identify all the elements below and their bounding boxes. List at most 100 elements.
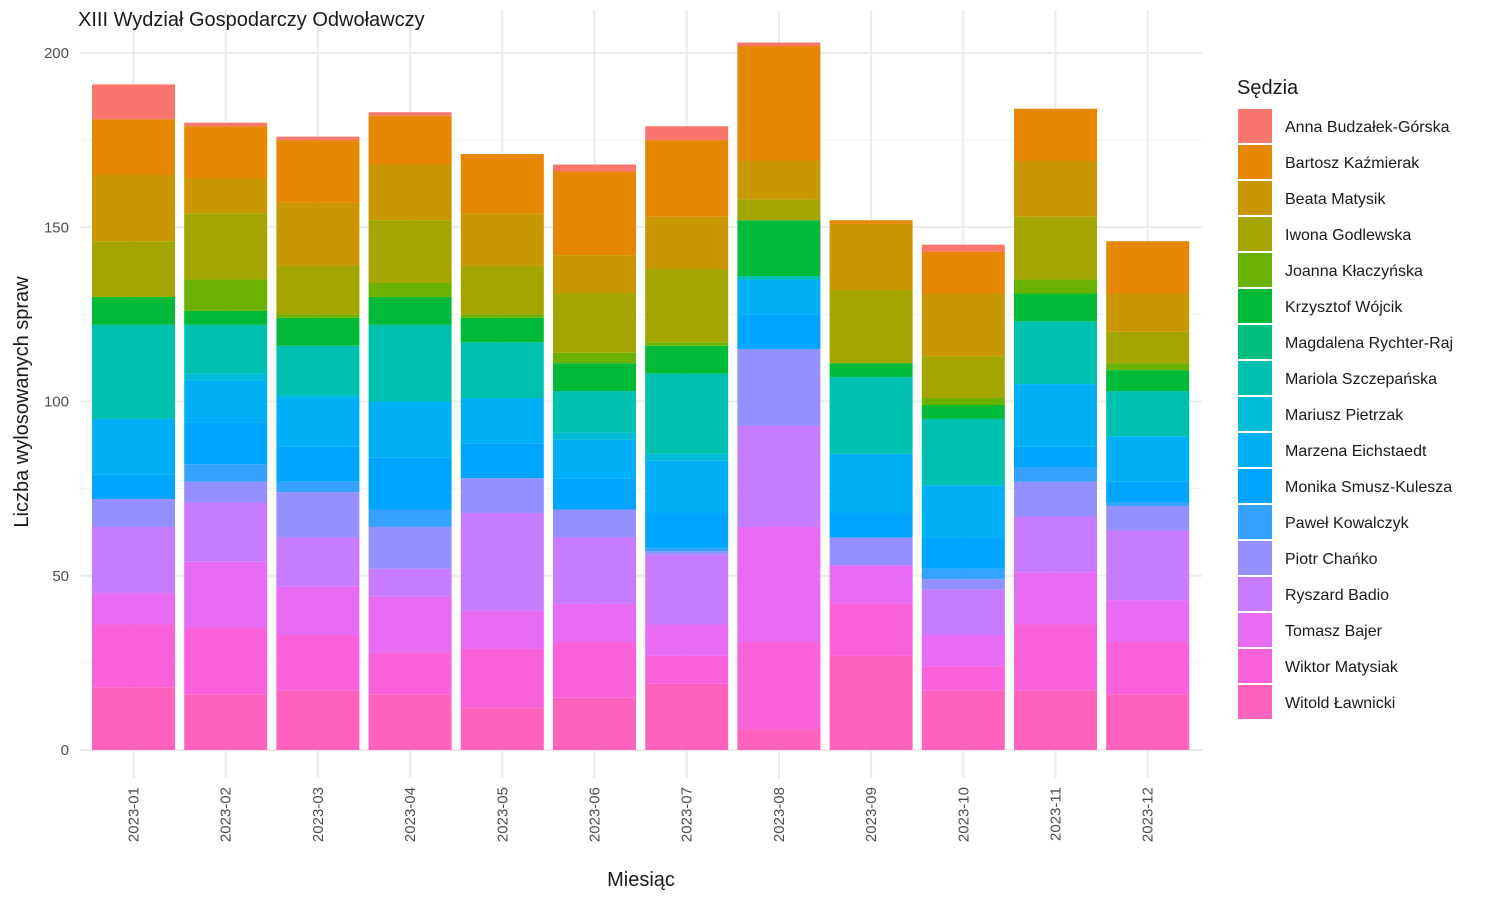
bar-segment: Ryszard Badio: 20 (645, 554, 729, 625)
bar-segment: Iwona Godlewska: 19 (184, 213, 268, 280)
x-tick-label: 2023-08 (771, 787, 788, 842)
bar-segment: Wiktor Matysiak: 7 (921, 666, 1005, 691)
bar-segment: Marzena Eichstaedt: 16 (368, 401, 452, 458)
legend-item: Marzena Eichstaedt (1238, 433, 1427, 467)
bar-segment: Beata Matysik: 15 (645, 216, 729, 270)
bar-segment: Tomasz Bajer: 11 (553, 603, 636, 642)
bar-segment: Marzena Eichstaedt: 17 (829, 453, 913, 514)
bar-segment: Piotr Chańko: 3 (921, 579, 1005, 590)
bar-segment: Krzysztof Wójcik: 4 (184, 310, 268, 325)
bar-segment: Mariola Szczepańska: 13 (1106, 391, 1190, 437)
bar-segment: Iwona Godlewska: 14 (276, 265, 360, 315)
bar-segment: Anna Budzałek-Górska: 1 (737, 42, 821, 47)
legend-swatch (1238, 145, 1272, 179)
bar-segment: Wiktor Matysiak: 15 (1106, 641, 1190, 695)
legend-swatch (1238, 577, 1272, 611)
bar-segment: Tomasz Bajer: 33 (737, 526, 821, 642)
x-tick-label: 2023-03 (310, 787, 327, 842)
bar-segment: Mariola Szczepańska: 27 (92, 324, 175, 419)
bar-segment: Marzena Eichstaedt: 14 (276, 398, 360, 447)
bar-stack-2023-11: Witold Ławnicki: 17Wiktor Matysiak: 19To… (1014, 108, 1097, 750)
bar-segment: Joanna Kłaczyńska: 4 (368, 283, 452, 297)
bar-segment: Krzysztof Wójcik: 8 (92, 296, 175, 325)
legend-label: Mariusz Pietrzak (1285, 407, 1404, 424)
bar-segment: Ryszard Badio: 19 (553, 537, 636, 604)
bar-segment: Beata Matysik: 19 (92, 174, 175, 242)
bar-stack-2023-04: Witold Ławnicki: 16Wiktor Matysiak: 12To… (368, 112, 452, 750)
bar-segment: Mariola Szczepańska: 18 (1014, 321, 1097, 385)
bar-segment: Mariola Szczepańska: 19 (921, 418, 1005, 486)
bar-segment: Mariusz Pietrzak: 2 (184, 373, 268, 381)
bar-segment: Wiktor Matysiak: 18 (92, 624, 175, 688)
bar-segment: Anna Budzałek-Górska: 4 (645, 126, 729, 141)
bar-segment: Monika Smusz-Kulesza: 9 (921, 537, 1005, 569)
y-tick-label: 0 (61, 742, 69, 759)
bar-segment: Witold Ławnicki: 16 (184, 694, 268, 750)
bar-segment: Tomasz Bajer: 9 (921, 634, 1005, 667)
x-tick-label: 2023-01 (126, 787, 143, 842)
bar-segment: Witold Ławnicki: 16 (368, 694, 452, 750)
legend-swatch (1238, 181, 1272, 215)
bar-segment: Wiktor Matysiak: 19 (184, 628, 268, 695)
bar-segment: Joanna Kłaczyńska: 2 (1106, 363, 1190, 371)
bar-segment: Joanna Kłaczyńska: 3 (553, 352, 636, 364)
bar-segment: Bartosz Kaźmierak: 15 (1014, 108, 1097, 162)
legend-swatch (1238, 433, 1272, 467)
bar-segment: Iwona Godlewska: 14 (460, 265, 544, 315)
bar-segment: Beata Matysik: 11 (553, 255, 636, 294)
bar-segment: Joanna Kłaczyńska: 1 (460, 314, 544, 318)
bar-segment: Joanna Kłaczyńska: 2 (921, 398, 1005, 405)
bar-stack-2023-08: Witold Ławnicki: 6Wiktor Matysiak: 25Tom… (737, 42, 821, 750)
x-tick-label: 2023-04 (402, 787, 419, 842)
bar-stack-2023-02: Witold Ławnicki: 16Wiktor Matysiak: 19To… (184, 122, 268, 750)
bar-segment: Iwona Godlewska: 16 (92, 241, 175, 297)
legend-label: Piotr Chańko (1285, 551, 1378, 568)
bar-segment: Monika Smusz-Kulesza: 10 (645, 513, 729, 548)
bar-segment: Iwona Godlewska: 21 (829, 289, 913, 364)
bar-segment: Marzena Eichstaedt: 13 (1106, 436, 1190, 482)
bar-stack-2023-10: Witold Ławnicki: 17Wiktor Matysiak: 7Tom… (921, 244, 1005, 750)
bar-segment: Joanna Kłaczyńska: 1 (276, 314, 360, 318)
x-tick-label: 2023-06 (587, 787, 604, 842)
bar-stacks: Witold Ławnicki: 18Wiktor Matysiak: 18To… (92, 42, 1190, 750)
x-tick-label: 2023-12 (1140, 787, 1157, 842)
bar-segment: Beata Matysik: 18 (276, 202, 360, 266)
bar-segment: Paweł Kowalczyk: 5 (184, 464, 268, 482)
bar-segment: Bartosz Kaźmierak: 15 (184, 126, 268, 179)
bar-stack-2023-05: Witold Ławnicki: 12Wiktor Matysiak: 17To… (460, 154, 544, 750)
bar-segment: Marzena Eichstaedt: 18 (1014, 384, 1097, 447)
x-tick-label: 2023-11 (1048, 787, 1065, 841)
bar-segment: Marzena Eichstaedt: 15 (921, 485, 1005, 538)
legend-item: Joanna Kłaczyńska (1238, 253, 1423, 287)
bar-segment: Krzysztof Wójcik: 6 (1106, 370, 1190, 392)
bar-stack-2023-09: Witold Ławnicki: 27Wiktor Matysiak: 15To… (829, 220, 913, 750)
bar-segment: Wiktor Matysiak: 8 (645, 655, 729, 684)
bar-segment: Ryszard Badio: 29 (737, 425, 821, 527)
bar-stack-2023-03: Witold Ławnicki: 17Wiktor Matysiak: 16To… (276, 136, 360, 750)
x-tick-label: 2023-09 (863, 787, 880, 842)
legend-swatch (1238, 649, 1272, 683)
bar-segment: Beata Matysik: 18 (921, 293, 1005, 357)
bar-segment: Witold Ławnicki: 6 (737, 729, 821, 750)
bar-segment: Tomasz Bajer: 12 (1106, 600, 1190, 642)
bar-segment: Ryszard Badio: 8 (368, 568, 452, 597)
legend-item: Mariusz Pietrzak (1238, 397, 1404, 431)
bar-segment: Piotr Chańko: 1 (645, 551, 729, 555)
legend-label: Magdalena Rychter-Raj (1285, 335, 1453, 352)
bar-segment: Joanna Kłaczyńska: 4 (1014, 279, 1097, 294)
legend-label: Paweł Kowalczyk (1285, 515, 1410, 532)
legend-title: Sędzia (1237, 77, 1299, 99)
bar-segment: Krzysztof Wójcik: 4 (921, 404, 1005, 419)
bar-segment: Wiktor Matysiak: 15 (829, 603, 913, 656)
legend-swatch (1238, 361, 1272, 395)
bar-segment: Wiktor Matysiak: 16 (553, 641, 636, 698)
bar-segment: Krzysztof Wójcik: 8 (1014, 293, 1097, 322)
legend-label: Tomasz Bajer (1285, 623, 1383, 640)
bar-segment: Monika Smusz-Kulesza: 12 (184, 422, 268, 465)
bar-segment: Witold Ławnicki: 17 (921, 690, 1005, 750)
bar-stack-2023-01: Witold Ławnicki: 18Wiktor Matysiak: 18To… (92, 84, 175, 750)
y-axis-title: Liczba wylosowanych spraw (11, 276, 33, 528)
bar-segment: Bartosz Kaźmierak: 12 (921, 251, 1005, 294)
bar-segment: Wiktor Matysiak: 12 (368, 652, 452, 695)
y-tick-label: 200 (44, 45, 69, 62)
